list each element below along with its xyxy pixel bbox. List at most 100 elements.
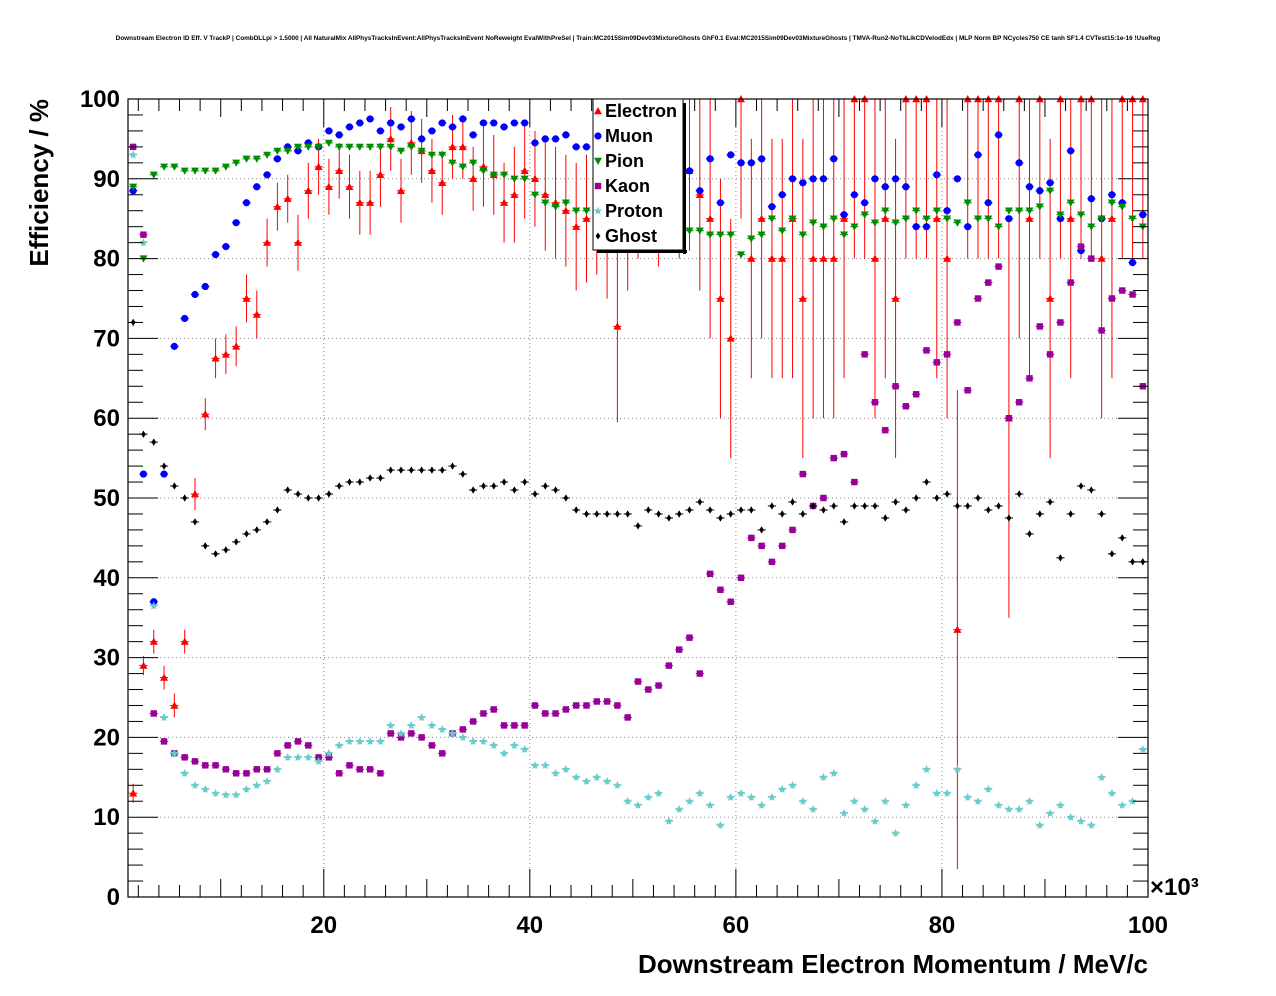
data-point: [861, 199, 869, 207]
data-point: [396, 728, 406, 738]
data-point: [531, 702, 539, 709]
data-point: [201, 784, 210, 793]
data-point: [1128, 258, 1137, 267]
data-point: [912, 207, 921, 215]
series-ghost: [129, 318, 1147, 566]
data-point: [262, 776, 272, 785]
data-point: [468, 736, 478, 745]
data-point: [932, 214, 941, 222]
data-point: [1066, 812, 1075, 821]
data-point: [160, 163, 169, 171]
data-point: [470, 486, 476, 494]
data-point: [572, 702, 580, 709]
data-point: [211, 167, 220, 175]
data-point: [469, 174, 478, 182]
data-point: [407, 115, 415, 123]
data-point: [716, 294, 725, 302]
data-point: [1015, 159, 1023, 167]
data-point: [201, 167, 210, 175]
data-point: [799, 179, 807, 187]
data-point: [252, 780, 262, 789]
data-point: [953, 175, 961, 183]
data-point: [1099, 510, 1104, 518]
data-point: [458, 732, 468, 741]
data-point: [820, 494, 827, 502]
data-point: [674, 804, 684, 813]
data-point: [829, 215, 838, 223]
data-point: [500, 722, 508, 729]
data-point: [850, 796, 859, 805]
data-point: [386, 134, 395, 143]
data-point: [512, 486, 517, 494]
data-point: [346, 762, 353, 769]
series-kaon: [129, 143, 1147, 777]
data-point: [860, 804, 869, 813]
data-point: [768, 203, 776, 211]
data-point: [922, 215, 931, 223]
data-point: [645, 506, 651, 514]
data-point: [747, 792, 756, 801]
data-point: [944, 490, 950, 498]
data-point: [263, 238, 272, 246]
data-point: [1119, 534, 1125, 542]
data-point: [561, 199, 570, 207]
data-point: [417, 713, 426, 722]
data-point: [427, 151, 436, 159]
data-point: [428, 742, 436, 749]
data-point: [604, 510, 610, 518]
data-point: [1005, 415, 1013, 422]
data-point: [139, 238, 148, 247]
data-point: [161, 462, 167, 470]
data-point: [345, 123, 354, 131]
data-point: [314, 143, 323, 151]
data-point: [263, 766, 271, 773]
data-point: [221, 790, 231, 799]
data-point: [871, 175, 879, 183]
data-point: [861, 351, 868, 358]
data-point: [1087, 223, 1096, 231]
data-point: [160, 738, 168, 745]
data-point: [1035, 203, 1044, 211]
data-point: [438, 178, 447, 186]
data-point: [378, 474, 383, 482]
data-point: [625, 510, 631, 518]
data-point: [283, 194, 292, 202]
data-point: [510, 740, 519, 749]
data-point: [160, 470, 168, 478]
data-point: [356, 766, 364, 773]
data-point: [615, 510, 620, 518]
data-point: [345, 736, 354, 745]
data-point: [748, 506, 754, 514]
data-point: [798, 294, 807, 302]
data-point: [1025, 796, 1034, 805]
data-point: [347, 478, 352, 486]
data-point: [356, 119, 364, 127]
data-point: [789, 526, 796, 534]
data-point: [664, 816, 674, 825]
data-point: [222, 243, 230, 251]
data-point: [955, 502, 960, 510]
data-point: [160, 673, 169, 681]
data-point: [357, 478, 363, 486]
data-point: [541, 760, 550, 769]
data-point: [459, 115, 467, 123]
data-point: [634, 678, 642, 685]
data-point: [139, 661, 148, 669]
data-point: [892, 383, 899, 390]
data-point: [232, 219, 240, 227]
data-point: [541, 190, 550, 198]
data-point: [366, 766, 374, 773]
data-point: [697, 498, 703, 506]
data-point: [345, 182, 354, 190]
data-point: [551, 768, 560, 777]
y-tick-label: 30: [93, 645, 120, 672]
data-point: [903, 506, 909, 514]
data-point: [489, 171, 498, 179]
data-point: [984, 199, 992, 207]
data-point: [1128, 215, 1137, 223]
y-tick-label: 40: [93, 565, 120, 592]
data-point: [860, 211, 869, 219]
data-point: [191, 290, 199, 299]
data-point: [201, 282, 209, 291]
